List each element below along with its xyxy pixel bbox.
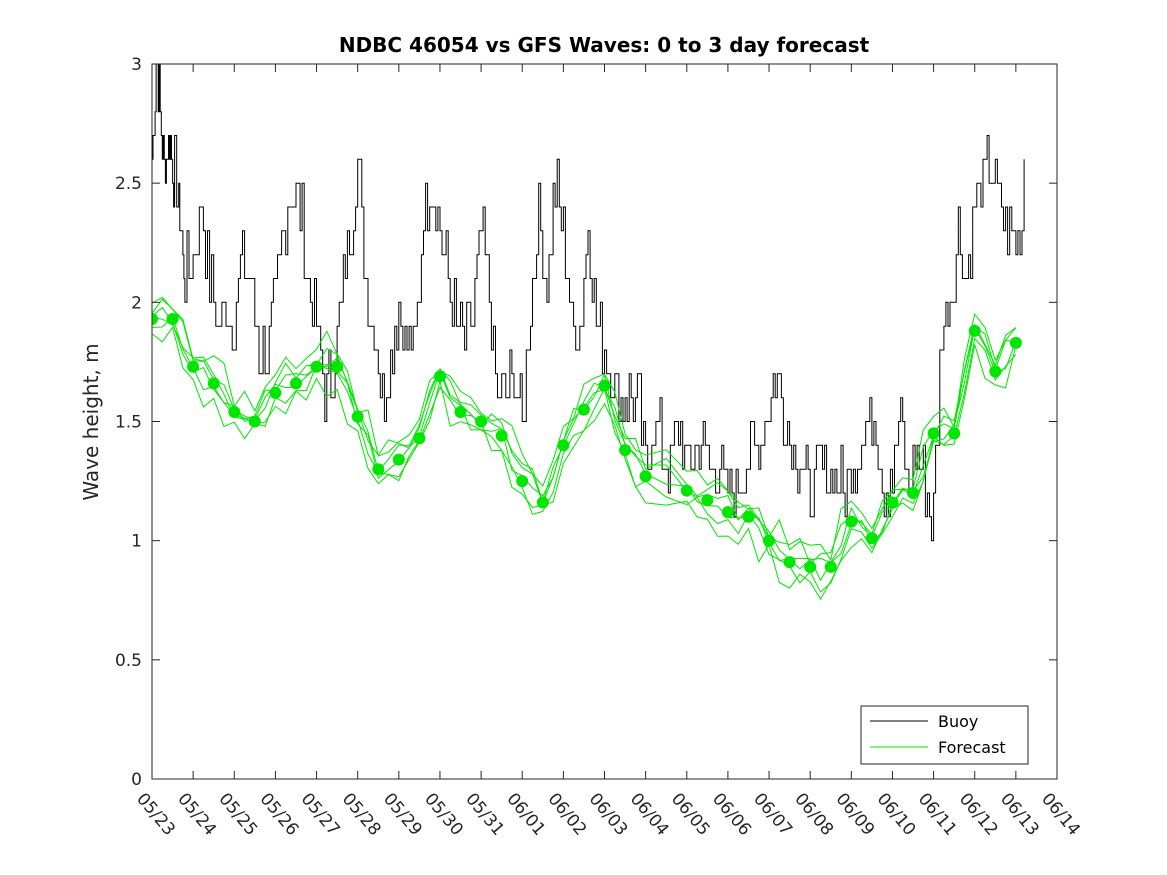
buoy-line	[152, 64, 1025, 542]
forecast-line	[152, 316, 1017, 593]
forecast-marker	[619, 444, 632, 457]
forecast-marker	[680, 484, 693, 497]
forecast-marker	[865, 532, 878, 545]
forecast-line	[152, 298, 1017, 565]
forecast-marker	[351, 410, 364, 423]
forecast-marker	[516, 475, 529, 488]
y-tick-label: 2	[131, 293, 142, 313]
forecast-marker	[557, 439, 570, 452]
forecast-marker	[248, 415, 261, 428]
forecast-marker	[907, 487, 919, 499]
y-tick-label: 3	[131, 55, 142, 75]
forecast-marker	[721, 506, 734, 519]
forecast-marker	[228, 406, 241, 418]
forecast-marker	[804, 560, 817, 573]
y-tick-label: 0.5	[115, 651, 142, 671]
legend-forecast-label: Forecast	[938, 738, 1006, 757]
legend-buoy-label: Buoy	[938, 712, 978, 731]
forecast-marker	[454, 406, 467, 418]
forecast-marker	[577, 403, 590, 416]
forecast-line	[152, 326, 1017, 600]
forecast-marker	[783, 556, 796, 569]
legend-box	[860, 705, 1029, 765]
forecast-marker	[989, 365, 1002, 378]
forecast-marker	[187, 360, 200, 373]
forecast-marker	[269, 386, 282, 399]
forecast-marker	[948, 427, 961, 440]
forecast-marker	[207, 377, 220, 390]
forecast-marker	[152, 313, 158, 325]
forecast-marker	[763, 534, 775, 547]
forecast-marker	[392, 453, 405, 466]
chart-title: NDBC 46054 vs GFS Waves: 0 to 3 day fore…	[339, 33, 870, 57]
forecast-marker	[701, 494, 714, 507]
forecast-marker	[845, 515, 858, 528]
forecast-marker	[290, 377, 302, 390]
buoy-series	[152, 64, 1025, 542]
forecast-marker	[372, 463, 385, 476]
forecast-marker	[968, 324, 981, 337]
forecast-marker	[824, 560, 837, 573]
forecast-line	[152, 316, 1016, 570]
forecast-marker	[536, 496, 549, 509]
legend: Buoy Forecast	[860, 705, 1029, 765]
forecast-marker	[475, 415, 488, 428]
y-axis-label: Wave height, m	[79, 343, 103, 500]
forecast-line	[152, 296, 1017, 562]
forecast-marker	[434, 370, 446, 383]
y-tick-label: 2.5	[115, 174, 142, 194]
forecast-marker	[927, 427, 940, 440]
forecast-marker	[310, 360, 323, 373]
forecast-marker	[742, 510, 755, 523]
y-tick-label: 1	[131, 532, 142, 552]
forecast-marker	[331, 360, 344, 373]
forecast-marker	[598, 379, 611, 392]
forecast-marker	[166, 313, 179, 325]
y-tick-label: 1.5	[115, 413, 142, 433]
forecast-marker	[639, 470, 652, 483]
forecast-marker	[1009, 336, 1022, 349]
forecast-marker	[495, 429, 508, 442]
forecast-marker	[886, 496, 899, 509]
y-tick-label: 0	[131, 770, 142, 790]
forecast-series	[152, 296, 1022, 600]
forecast-marker	[413, 432, 426, 445]
